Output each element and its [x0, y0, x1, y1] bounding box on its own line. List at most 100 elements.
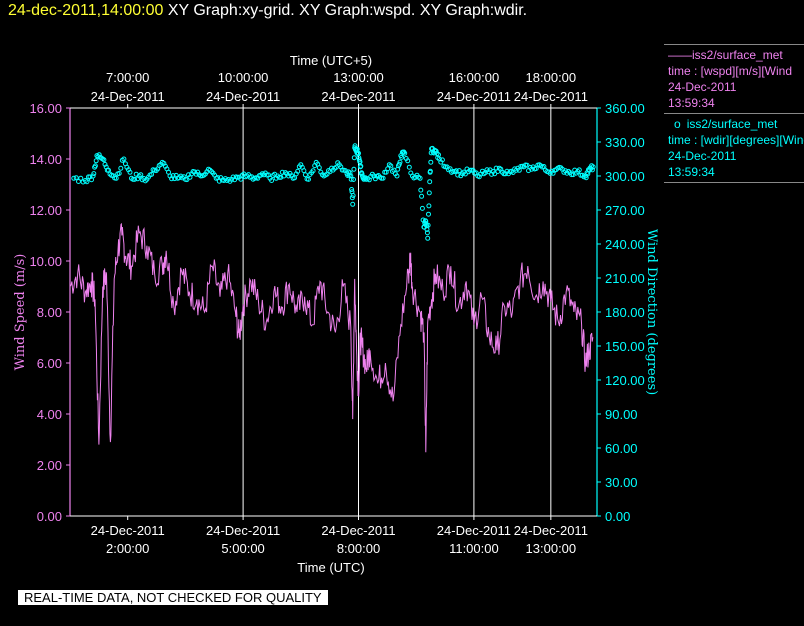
wind-direction-point — [113, 175, 119, 181]
wind-direction-point — [101, 157, 107, 163]
right-tick-label: 0.00 — [605, 509, 630, 524]
wind-direction-point — [348, 176, 354, 182]
wind-direction-point — [439, 157, 445, 163]
wind-direction-point — [78, 175, 84, 181]
wind-direction-point — [71, 175, 77, 181]
legend-wspd-name: iss2/surface_met — [692, 48, 783, 62]
axes-layer — [66, 104, 601, 520]
bottom-tick-time: 11:00:00 — [449, 541, 499, 556]
legend: ——iss2/surface_met time : [wspd][m/s][Wi… — [664, 44, 804, 183]
wind-direction-point — [118, 165, 124, 171]
wind-direction-point — [91, 171, 97, 177]
wind-speed-series — [69, 222, 594, 453]
legend-divider — [664, 113, 804, 114]
legend-wdir-name: iss2/surface_met — [686, 117, 778, 131]
bottom-tick-time: 5:00:00 — [221, 541, 264, 556]
right-tick-label: 300.00 — [605, 169, 645, 184]
top-tick-date: 24-Dec-2011 — [437, 89, 511, 104]
wind-direction-point — [589, 167, 595, 173]
header-datetime: 24-dec-2011,14:00:00 — [8, 2, 164, 19]
wind-direction-point — [138, 172, 144, 178]
wind-direction-point — [356, 150, 361, 156]
legend-wdir-time: 13:59:34 — [668, 165, 715, 179]
right-tick-label: 360.00 — [605, 101, 645, 116]
top-tick-time: 18:00:00 — [526, 70, 577, 85]
wind-direction-point — [426, 203, 432, 209]
left-tick-label: 4.00 — [37, 407, 62, 422]
wind-direction-point — [349, 187, 355, 192]
bottom-tick-date: 24-Dec-2011 — [206, 523, 280, 538]
wind-direction-point — [310, 168, 316, 174]
left-axis-title: Wind Speed (m/s) — [13, 254, 28, 371]
wind-direction-point — [93, 158, 99, 164]
wind-direction-series — [71, 143, 596, 241]
wind-direction-point — [427, 168, 433, 174]
wind-direction-point — [73, 175, 79, 181]
wind-direction-point — [358, 163, 364, 169]
wind-direction-point — [347, 170, 353, 176]
wind-direction-point — [385, 166, 391, 172]
legend-divider — [664, 44, 804, 45]
wind-direction-point — [419, 205, 425, 211]
header-graph-list: XY Graph:xy-grid. XY Graph:wspd. XY Grap… — [167, 2, 528, 19]
wind-direction-point — [428, 159, 434, 165]
graph-header: 24-dec-2011,14:00:00 XY Graph:xy-grid. X… — [8, 2, 527, 20]
wind-direction-point — [116, 170, 122, 176]
wind-direction-point — [427, 179, 433, 185]
wind-direction-point — [380, 175, 386, 181]
top-tick-time: 13:00:00 — [333, 70, 384, 85]
wind-direction-point — [456, 168, 462, 174]
wind-direction-point — [149, 171, 155, 177]
top-tick-time: 16:00:00 — [449, 70, 500, 85]
right-tick-label: 30.00 — [605, 475, 638, 490]
wind-direction-point — [132, 176, 138, 182]
top-tick-date: 24-Dec-2011 — [206, 89, 280, 104]
wind-direction-point — [388, 163, 394, 169]
wind-direction-point — [102, 161, 108, 167]
top-tick-time: 10:00:00 — [218, 70, 269, 85]
bottom-axis-title: Time (UTC) — [297, 560, 364, 575]
left-tick-label: 0.00 — [37, 509, 62, 524]
left-tick-label: 8.00 — [37, 305, 62, 320]
wind-direction-point — [350, 201, 356, 207]
wind-direction-point — [184, 177, 190, 183]
wind-direction-point — [316, 165, 322, 171]
wind-direction-point — [301, 168, 307, 174]
left-tick-label: 10.00 — [29, 254, 62, 269]
wind-direction-point — [453, 168, 459, 174]
legend-wspd-time: 13:59:34 — [668, 96, 715, 110]
wind-direction-point — [397, 159, 403, 165]
wind-direction-point — [419, 193, 425, 199]
bottom-tick-date: 24-Dec-2011 — [91, 523, 165, 538]
left-tick-label: 14.00 — [29, 152, 62, 167]
wind-direction-point — [424, 230, 430, 236]
left-tick-label: 12.00 — [29, 203, 62, 218]
right-tick-label: 60.00 — [605, 441, 638, 456]
top-tick-time: 7:00:00 — [106, 70, 149, 85]
wind-direction-point — [76, 179, 81, 184]
wind-direction-point — [576, 167, 582, 173]
bottom-tick-time: 2:00:00 — [106, 541, 149, 556]
top-tick-date: 24-Dec-2011 — [514, 89, 588, 104]
wind-direction-point — [590, 164, 596, 170]
top-tick-date: 24-Dec-2011 — [91, 89, 165, 104]
legend-wspd-symbol: —— — [668, 48, 692, 62]
quality-disclaimer: REAL-TIME DATA, NOT CHECKED FOR QUALITY — [18, 590, 328, 605]
wind-direction-point — [394, 173, 400, 179]
legend-entry-wspd: ——iss2/surface_met time : [wspd][m/s][Wi… — [664, 45, 804, 113]
wind-direction-point — [351, 155, 357, 161]
left-tick-label: 16.00 — [29, 101, 62, 116]
wind-direction-point — [433, 148, 439, 154]
left-tick-label: 6.00 — [37, 356, 62, 371]
legend-wdir-title: o iss2/surface_met — [668, 116, 804, 132]
legend-divider — [664, 182, 804, 183]
wind-direction-point — [405, 158, 411, 164]
top-axis-title: Time (UTC+5) — [290, 53, 372, 68]
right-axis-title: Wind Direction (degrees) — [644, 229, 659, 395]
wind-direction-point — [426, 211, 431, 217]
right-tick-label: 90.00 — [605, 407, 638, 422]
wind-direction-point — [84, 179, 90, 185]
wind-direction-point — [402, 150, 408, 156]
wind-direction-point — [350, 193, 356, 198]
